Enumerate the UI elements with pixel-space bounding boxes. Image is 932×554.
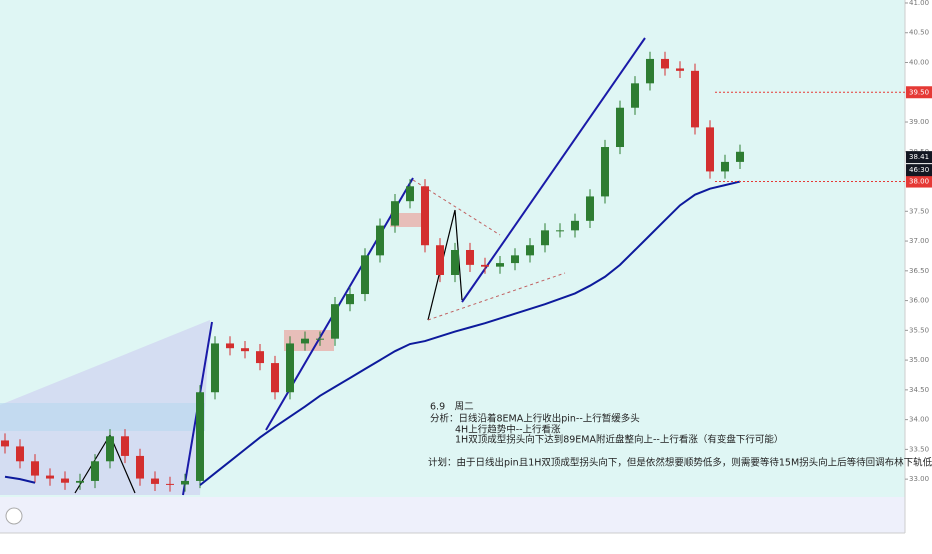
- candle-body: [166, 483, 174, 485]
- annotation: 6.9 周二: [430, 402, 474, 413]
- candle-body: [706, 127, 714, 172]
- candle-body: [451, 249, 459, 275]
- candle-body: [646, 58, 654, 84]
- candle-body: [376, 225, 384, 256]
- candle-body: [541, 230, 549, 246]
- candle-body: [481, 264, 489, 267]
- y-tick-label: 34.50: [909, 386, 929, 394]
- candle-body: [736, 151, 744, 162]
- candle-body: [601, 147, 609, 197]
- candle-body: [91, 461, 99, 481]
- candle-body: [1, 440, 9, 447]
- candle-body: [196, 392, 204, 481]
- candle-body: [181, 480, 189, 485]
- candle-body: [61, 478, 69, 483]
- y-tick-label: 36.00: [909, 297, 929, 305]
- candle-body: [721, 161, 729, 172]
- price-tag: [906, 175, 932, 188]
- candle-body: [406, 186, 414, 202]
- y-tick-label: 41.00: [909, 0, 929, 7]
- candle-body: [301, 338, 309, 344]
- y-tick-label: 40.50: [909, 29, 929, 37]
- candle-body: [511, 255, 519, 264]
- y-tick-label: 39.00: [909, 118, 929, 126]
- candle-body: [271, 363, 279, 393]
- y-tick-label: 40.00: [909, 58, 929, 66]
- candle-body: [31, 461, 39, 476]
- indicator-panel: [0, 497, 905, 533]
- price-tag-label: 38.00: [909, 178, 929, 186]
- price-tag: [906, 86, 932, 99]
- candle-body: [691, 70, 699, 128]
- candle-body: [316, 338, 324, 340]
- candle-body: [436, 245, 444, 275]
- candle-body: [676, 68, 684, 71]
- ema-line: [199, 180, 741, 486]
- candle-body: [241, 348, 249, 352]
- candle-body: [211, 343, 219, 393]
- y-tick-label: 33.50: [909, 445, 929, 453]
- candle-body: [256, 351, 264, 364]
- candle-body: [661, 58, 669, 69]
- annotation: 1H双顶成型拐头向下达到89EMA附近盘整向上--上行看涨（有变盘下行可能）: [455, 434, 783, 446]
- y-tick-label: 37.00: [909, 237, 929, 245]
- candle-body: [421, 186, 429, 246]
- candle-body: [466, 249, 474, 265]
- annotation: 分析：日线沿着8EMA上行收出pin--上行暂缓多头: [430, 413, 640, 425]
- candle-body: [616, 107, 624, 148]
- annotation: 4H上行趋势中--上行看涨: [455, 424, 561, 436]
- shaded-zone: [0, 403, 205, 431]
- candle-body: [136, 455, 144, 479]
- price-tag: [906, 151, 932, 164]
- ema-line: [4, 475, 36, 484]
- y-tick-label: 34.00: [909, 416, 929, 424]
- price-tag-label: 39.50: [909, 88, 929, 96]
- countdown-box: [906, 164, 932, 177]
- candle-body: [391, 201, 399, 226]
- channel-lines: [412, 179, 566, 321]
- candle-body: [631, 83, 639, 108]
- y-tick-label: 33.00: [909, 475, 929, 483]
- candle-body: [526, 245, 534, 256]
- candle-body: [346, 294, 354, 305]
- price-tag-label: 38.41: [909, 153, 929, 161]
- countdown: 46:30: [909, 166, 929, 174]
- candle-body: [331, 304, 339, 339]
- candle-body: [16, 446, 24, 462]
- candle-body: [46, 475, 54, 479]
- candle-body: [496, 263, 504, 267]
- candle-body: [571, 220, 579, 231]
- candle-body: [151, 478, 159, 484]
- candle-body: [286, 343, 294, 393]
- candle-body: [121, 436, 129, 456]
- logo[interactable]: [5, 507, 23, 525]
- candle-body: [226, 343, 234, 349]
- y-tick-label: 35.50: [909, 326, 929, 334]
- candle-body: [556, 230, 564, 232]
- candle-body: [361, 255, 369, 295]
- y-tick-label: 35.00: [909, 356, 929, 364]
- y-tick-label: 36.50: [909, 267, 929, 275]
- annotation: 计划：由于日线出pin且1H双顶成型拐头向下，但是依然想要顺势低多，则需要等待1…: [428, 457, 932, 469]
- candle-body: [76, 480, 84, 483]
- candle-body: [586, 196, 594, 221]
- y-tick-label: 37.50: [909, 207, 929, 215]
- candle-body: [106, 436, 114, 462]
